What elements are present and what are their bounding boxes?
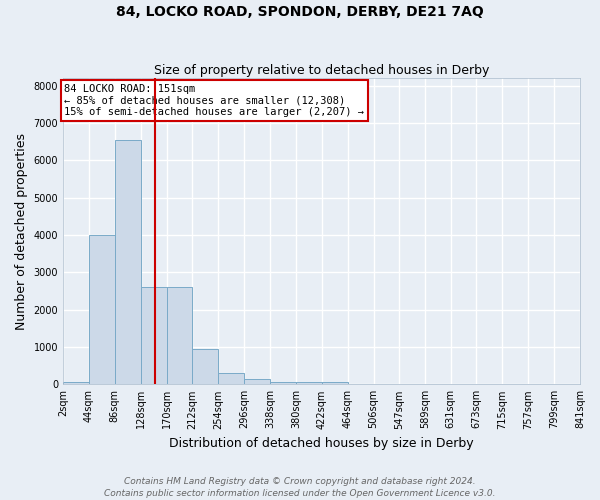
Text: 84, LOCKO ROAD, SPONDON, DERBY, DE21 7AQ: 84, LOCKO ROAD, SPONDON, DERBY, DE21 7AQ [116, 5, 484, 19]
Bar [218, 373, 244, 384]
X-axis label: Distribution of detached houses by size in Derby: Distribution of detached houses by size … [169, 437, 474, 450]
Bar [167, 287, 193, 384]
Bar [244, 380, 270, 384]
Bar [270, 382, 296, 384]
Bar [89, 235, 115, 384]
Bar [296, 382, 322, 384]
Text: 84 LOCKO ROAD: 151sqm
← 85% of detached houses are smaller (12,308)
15% of semi-: 84 LOCKO ROAD: 151sqm ← 85% of detached … [64, 84, 364, 117]
Bar [63, 382, 89, 384]
Bar [115, 140, 140, 384]
Text: Contains HM Land Registry data © Crown copyright and database right 2024.
Contai: Contains HM Land Registry data © Crown c… [104, 476, 496, 498]
Y-axis label: Number of detached properties: Number of detached properties [15, 132, 28, 330]
Bar [322, 382, 348, 384]
Title: Size of property relative to detached houses in Derby: Size of property relative to detached ho… [154, 64, 489, 77]
Bar [193, 349, 218, 384]
Bar [140, 287, 167, 384]
